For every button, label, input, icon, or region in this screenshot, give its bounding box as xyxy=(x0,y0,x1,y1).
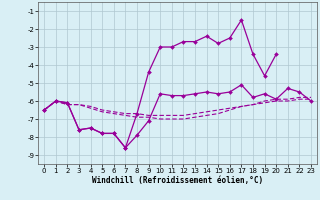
X-axis label: Windchill (Refroidissement éolien,°C): Windchill (Refroidissement éolien,°C) xyxy=(92,176,263,185)
